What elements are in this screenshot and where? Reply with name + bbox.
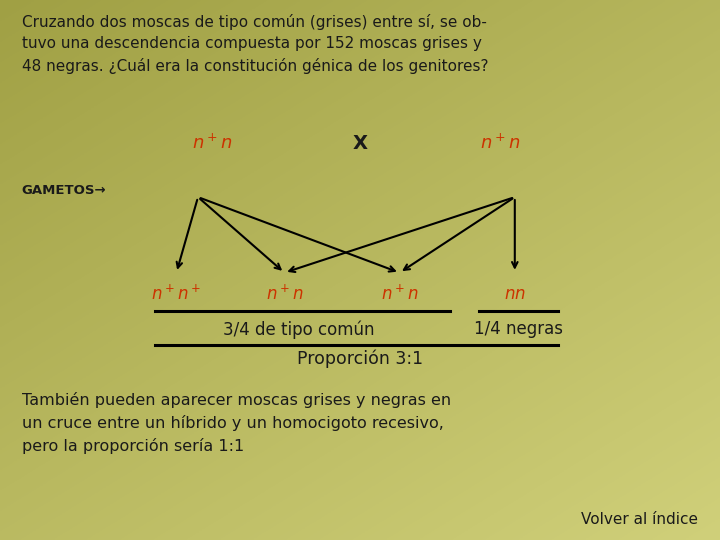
Text: Volver al índice: Volver al índice (582, 511, 698, 526)
Text: También pueden aparecer moscas grises y negras en
un cruce entre un híbrido y un: También pueden aparecer moscas grises y … (22, 392, 451, 454)
Text: $n^+n$: $n^+n$ (266, 285, 303, 304)
Text: $n^+n$: $n^+n$ (192, 133, 233, 153)
Text: 3/4 de tipo común: 3/4 de tipo común (223, 320, 374, 339)
Text: $n^+n^+$: $n^+n^+$ (151, 285, 202, 304)
Text: $nn$: $nn$ (504, 285, 526, 303)
Text: Cruzando dos moscas de tipo común (grises) entre sí, se ob-
tuvo una descendenci: Cruzando dos moscas de tipo común (grise… (22, 14, 488, 74)
Text: X: X (353, 133, 367, 153)
Text: Proporción 3:1: Proporción 3:1 (297, 350, 423, 368)
Text: $n^+n$: $n^+n$ (381, 285, 418, 304)
Text: 1/4 negras: 1/4 negras (474, 320, 563, 339)
Text: GAMETOS→: GAMETOS→ (22, 184, 107, 197)
Text: $n^+n$: $n^+n$ (480, 133, 521, 153)
